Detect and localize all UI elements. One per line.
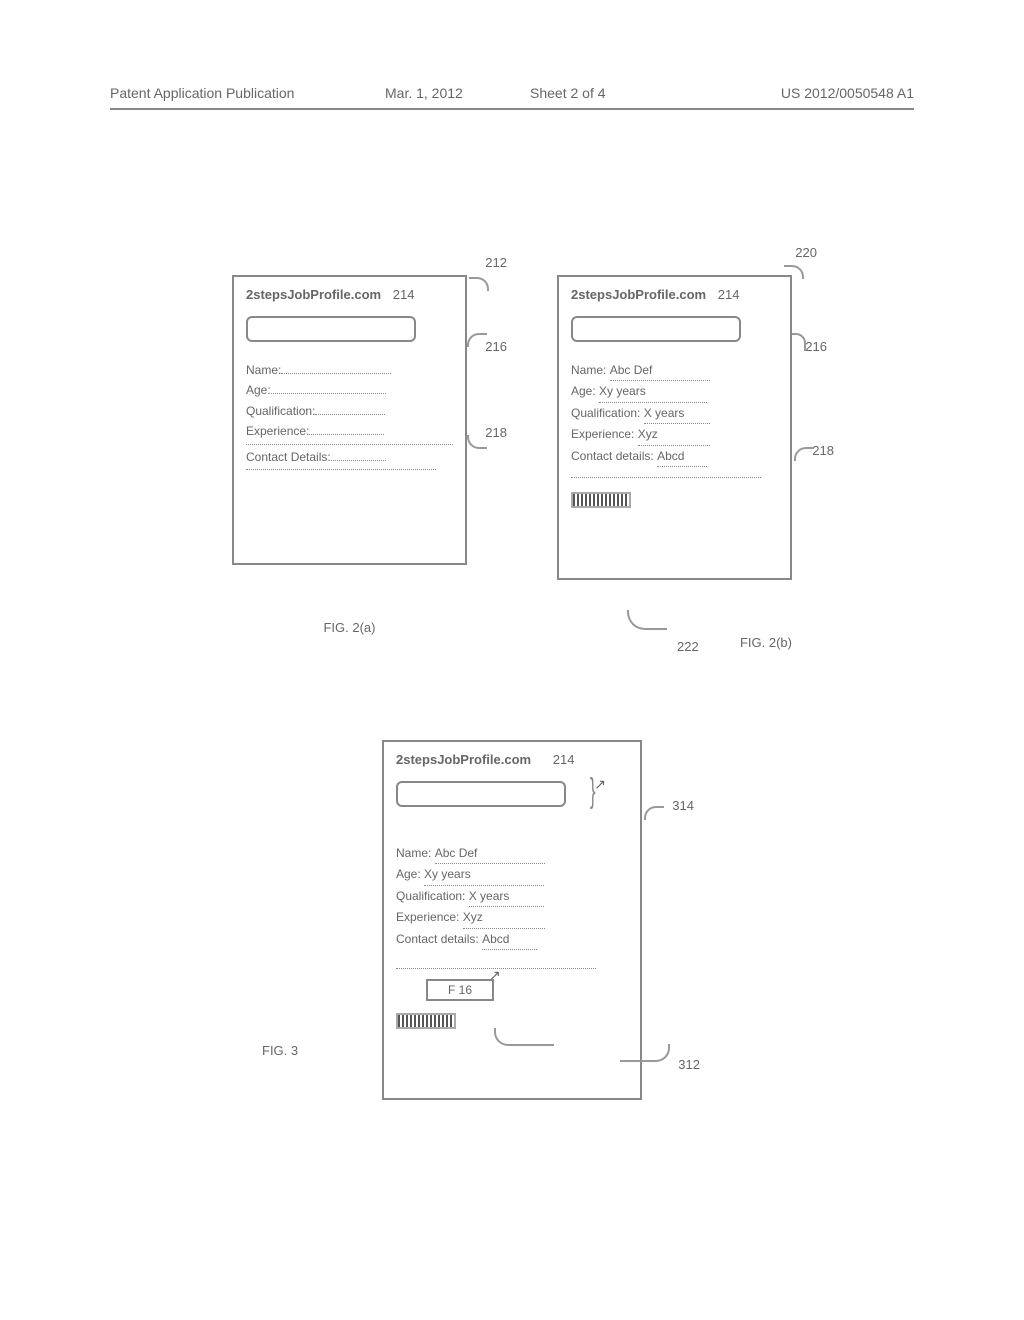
site-title: 2stepsJobProfile.com	[396, 752, 531, 767]
field-qualification: Qualification:	[246, 401, 453, 421]
sep-line	[246, 444, 453, 445]
field-contact: Contact details: Abcd	[571, 446, 778, 467]
lead-314	[644, 806, 664, 820]
lead-f16	[494, 1028, 554, 1046]
arrow-icon: ↗	[594, 776, 606, 793]
barcode-icon	[396, 1013, 456, 1029]
lead-222	[627, 610, 667, 630]
input-box[interactable]	[246, 316, 416, 342]
callout-222: 222	[677, 639, 699, 654]
lead-218	[467, 435, 487, 449]
field-contact: Contact details: Abcd	[396, 929, 628, 950]
fig-2b-panel: 2stepsJobProfile.com 214 Name: Abc Def A…	[557, 275, 792, 580]
callout-218: 218	[812, 443, 834, 458]
site-title: 2stepsJobProfile.com	[246, 287, 381, 302]
title-ref-214: 214	[393, 287, 415, 302]
field-age: Age:	[246, 380, 453, 400]
fig-2a-panel: 2stepsJobProfile.com 214 Name: Age: Qual…	[232, 275, 467, 565]
fig-2b-title: 2stepsJobProfile.com 214	[571, 287, 778, 302]
lead-212	[469, 277, 489, 291]
fig-2b-caption: FIG. 2(b)	[557, 635, 792, 650]
site-title: 2stepsJobProfile.com	[571, 287, 706, 302]
callout-212: 212	[485, 255, 507, 270]
fig-3-wrap: 2stepsJobProfile.com 214 Name: Abc Def A…	[382, 740, 642, 1100]
title-ref-214: 214	[553, 752, 575, 767]
input-box[interactable]	[396, 781, 566, 807]
figures-row-2: 2stepsJobProfile.com 214 Name: Age: Qual…	[0, 275, 1024, 650]
field-contact: Contact Details:	[246, 447, 453, 467]
fig-2a-title: 2stepsJobProfile.com 214	[246, 287, 453, 302]
callout-216: 216	[805, 339, 827, 354]
fig-2b-fields: Name: Abc Def Age: Xy years Qualificatio…	[571, 360, 778, 478]
field-age: Age: Xy years	[396, 864, 628, 885]
callout-216: 216	[485, 339, 507, 354]
lead-216	[792, 333, 806, 351]
input-box[interactable]	[571, 316, 741, 342]
header-sheet: Sheet 2 of 4	[530, 85, 606, 101]
field-name: Name:	[246, 360, 453, 380]
field-qualification: Qualification: X years	[571, 403, 778, 424]
fig-3-caption: FIG. 3	[262, 1043, 298, 1058]
header-rule	[110, 108, 914, 110]
fig-2b-wrap: 2stepsJobProfile.com 214 Name: Abc Def A…	[557, 275, 792, 650]
header-pub-number: US 2012/0050548 A1	[781, 85, 914, 101]
header-date: Mar. 1, 2012	[385, 85, 463, 101]
title-ref-214: 214	[718, 287, 740, 302]
field-experience: Experience: Xyz	[571, 424, 778, 445]
field-experience: Experience: Xyz	[396, 907, 628, 928]
fig-2a-fields: Name: Age: Qualification: Experience: Co…	[246, 360, 453, 470]
sep-line	[246, 469, 436, 470]
lead-218	[794, 447, 814, 461]
fig-3-title: 2stepsJobProfile.com 214	[396, 752, 628, 767]
fig-3-panel: 2stepsJobProfile.com 214 Name: Abc Def A…	[382, 740, 642, 1100]
f16-box: F 16	[426, 979, 494, 1001]
callout-314: 314	[672, 798, 694, 813]
callout-312: 312	[678, 1057, 700, 1072]
lead-216	[467, 333, 487, 347]
barcode-icon	[571, 492, 631, 508]
field-name: Name: Abc Def	[396, 843, 628, 864]
fig-2a-caption: FIG. 2(a)	[232, 620, 467, 635]
field-name: Name: Abc Def	[571, 360, 778, 381]
fig-3-fields: Name: Abc Def Age: Xy years Qualificatio…	[396, 843, 628, 969]
fig-2a-wrap: 2stepsJobProfile.com 214 Name: Age: Qual…	[232, 275, 467, 650]
field-qualification: Qualification: X years	[396, 886, 628, 907]
sep-line	[571, 477, 761, 478]
callout-218: 218	[485, 425, 507, 440]
arrow-icon: ↗	[489, 964, 501, 988]
lead-312	[620, 1044, 670, 1062]
callout-220: 220	[795, 245, 817, 260]
field-age: Age: Xy years	[571, 381, 778, 402]
field-experience: Experience:	[246, 421, 453, 441]
header-publication: Patent Application Publication	[110, 85, 294, 101]
lead-220	[784, 265, 804, 279]
